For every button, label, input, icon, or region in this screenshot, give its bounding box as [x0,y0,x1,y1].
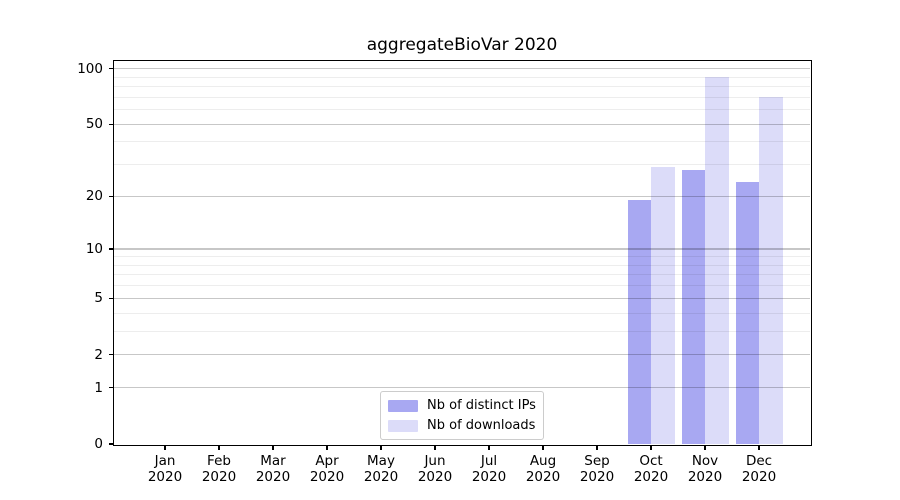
y-tick-mark [109,386,114,389]
x-tick-label-aug: Aug 2020 [525,453,561,485]
legend-label-distinct-ips: Nb of distinct IPs [427,398,536,413]
gridline-major-2 [114,354,810,356]
bar-nov-distinct-ips [681,170,705,444]
y-tick-mark [109,68,114,70]
x-tick-mark [596,445,598,450]
x-tick-mark [488,445,490,450]
legend-swatch-downloads-icon [388,419,418,432]
y-tick-label-10: 10 [85,240,103,257]
y-tick-label-20: 20 [85,188,103,205]
y-tick-mark [109,123,114,125]
gridline-major-20 [114,195,810,198]
x-tick-label-apr: Apr 2020 [309,453,345,485]
gridline-minor-6 [114,285,810,287]
y-tick-mark [109,354,114,356]
x-tick-label-dec: Dec 2020 [741,453,777,485]
x-tick-mark [326,445,328,450]
y-tick-mark [109,195,114,198]
y-tick-mark [109,297,114,299]
y-tick-label-2: 2 [94,346,103,363]
plot-area: Nb of distinct IPs Nb of downloads [112,59,812,446]
gridline-major-10 [114,248,810,250]
gridline-minor-3 [114,330,810,332]
legend-label-downloads: Nb of downloads [427,418,536,433]
gridline-minor-40 [114,141,810,143]
gridline-minor-4 [114,312,810,314]
x-tick-label-jan: Jan 2020 [147,453,183,485]
x-tick-label-nov: Nov 2020 [687,453,723,485]
gridline-minor-90 [114,76,810,78]
gridline-major-100 [114,68,810,70]
bar-dec-downloads [759,97,783,444]
gridline-minor-7 [114,274,810,276]
y-tick-mark [109,443,114,445]
legend: Nb of distinct IPs Nb of downloads [380,391,544,440]
x-tick-mark [272,445,274,450]
x-tick-label-jul: Jul 2020 [471,453,507,485]
gridline-minor-70 [114,96,810,98]
y-tick-label-50: 50 [85,116,103,133]
gridline-major-50 [114,123,810,125]
x-tick-mark [434,445,436,450]
chart-title: aggregateBioVar 2020 [366,35,558,55]
bar-nov-downloads [705,77,729,444]
x-tick-mark [164,445,166,450]
x-tick-mark [542,445,544,450]
y-tick-label-1: 1 [94,379,103,396]
x-tick-label-mar: Mar 2020 [255,453,291,485]
gridline-minor-30 [114,164,810,166]
x-tick-label-feb: Feb 2020 [201,453,237,485]
gridline-minor-80 [114,86,810,88]
bar-oct-downloads [651,167,675,444]
x-tick-label-sep: Sep 2020 [579,453,615,485]
x-tick-label-jun: Jun 2020 [417,453,453,485]
x-tick-label-oct: Oct 2020 [633,453,669,485]
gridline-minor-60 [114,109,810,111]
x-tick-mark [650,445,652,450]
gridline-major-5 [114,297,810,299]
gridline-minor-8 [114,264,810,266]
bar-dec-distinct-ips [735,182,759,444]
y-tick-label-100: 100 [77,60,103,77]
gridline-minor-9 [114,256,810,258]
y-tick-label-5: 5 [94,290,103,307]
legend-swatch-distinct-ips-icon [388,399,418,412]
x-tick-mark [218,445,220,450]
bar-oct-distinct-ips [627,200,651,444]
x-tick-mark [380,445,382,450]
gridline-major-1 [114,387,810,389]
legend-item-downloads: Nb of downloads [388,417,536,434]
y-tick-label-0: 0 [94,436,103,452]
x-tick-label-may: May 2020 [363,453,399,485]
legend-item-distinct-ips: Nb of distinct IPs [388,397,536,414]
x-tick-mark [704,445,706,450]
x-tick-mark [758,445,760,450]
y-tick-mark [109,248,114,250]
